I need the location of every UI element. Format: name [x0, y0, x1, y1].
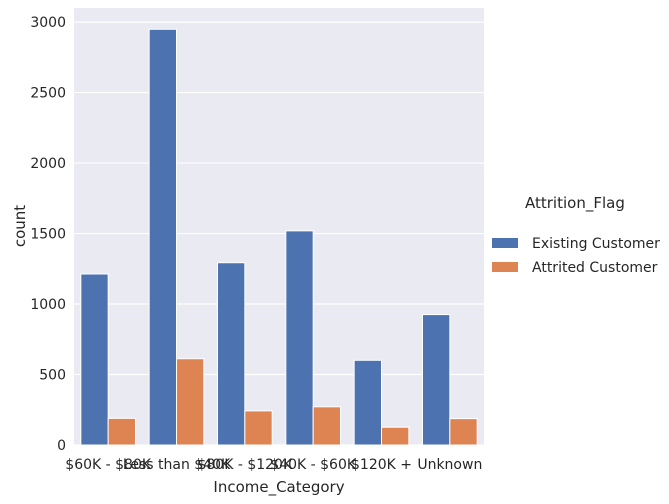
legend-label: Existing Customer — [532, 236, 660, 252]
legend-label: Attrited Customer — [532, 260, 658, 276]
grid-lines — [74, 21, 484, 446]
legend: Attrition_Flag Existing Customer Attrited… — [492, 194, 660, 276]
y-tick-labels: 0 500 1000 1500 2000 2500 3000 — [30, 15, 66, 454]
x-tick-label: Unknown — [417, 457, 482, 473]
legend-swatch — [492, 238, 518, 248]
bar-attrited-customer — [312, 406, 341, 446]
plot-background — [74, 8, 484, 445]
bars — [80, 28, 478, 446]
bar-attrited-customer — [107, 417, 136, 446]
y-tick-label: 1500 — [30, 227, 66, 243]
bar-existing-customer — [422, 314, 451, 446]
bar-existing-customer — [148, 28, 178, 446]
x-tick-label: $60K - $80K — [65, 457, 152, 473]
y-axis-label: count — [11, 205, 29, 247]
bar-attrited-customer — [176, 358, 205, 446]
x-tick-label: $120K + — [351, 457, 412, 473]
bar-existing-customer — [80, 273, 109, 446]
bar-existing-customer — [353, 359, 382, 446]
y-tick-label: 0 — [57, 438, 66, 454]
bar-attrited-customer — [244, 410, 273, 446]
y-tick-label: 1000 — [30, 297, 66, 313]
bar-attrited-customer — [381, 426, 410, 446]
legend-swatch — [492, 262, 518, 272]
bar-attrited-customer — [449, 418, 478, 446]
x-axis-label: Income_Category — [213, 478, 344, 497]
x-tick-label: $80K - $120K — [197, 457, 292, 473]
y-tick-label: 3000 — [30, 15, 66, 31]
y-tick-label: 2000 — [30, 156, 66, 172]
y-tick-label: 2500 — [30, 86, 66, 102]
x-tick-label: $40K - $60K — [270, 457, 357, 473]
x-tick-label: Less than $40K — [123, 457, 231, 473]
bar-existing-customer — [217, 262, 246, 446]
bar-existing-customer — [285, 230, 314, 446]
legend-title: Attrition_Flag — [525, 194, 625, 213]
y-tick-label: 500 — [39, 368, 66, 384]
